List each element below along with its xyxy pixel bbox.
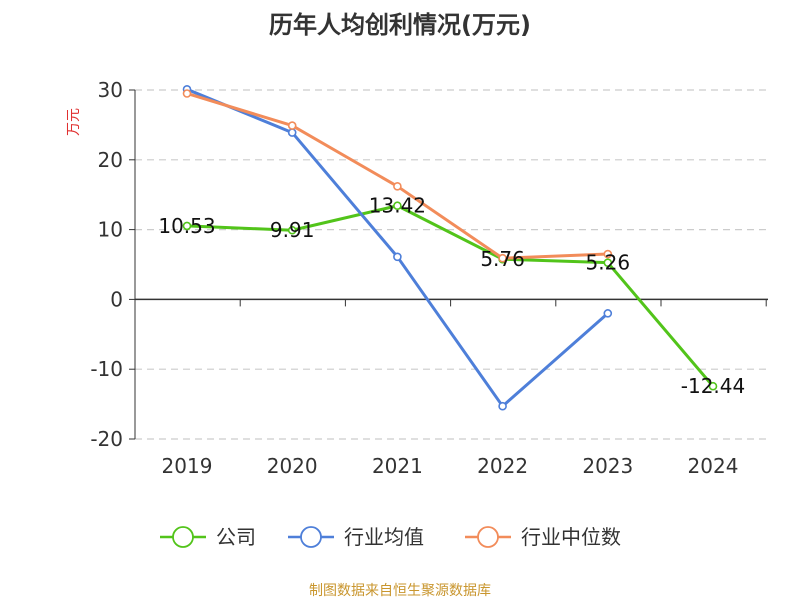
data-point: [393, 252, 402, 262]
data-label: 5.26: [586, 251, 631, 275]
legend-marker: [477, 526, 499, 548]
series-line: [185, 204, 715, 388]
data-label: 9.91: [270, 218, 315, 242]
data-point: [182, 221, 192, 231]
legend-item: 行业均值: [288, 525, 424, 549]
data-point: [393, 182, 402, 191]
chart-title: 历年人均创利情况(万元): [269, 11, 531, 39]
data-point: [603, 309, 613, 318]
legend: 公司 行业均值 行业中位数: [160, 525, 621, 549]
data-point: [498, 253, 507, 263]
y-tick-label: 0: [110, 287, 123, 311]
x-tick-label: 2019: [162, 454, 213, 478]
series-lines: [182, 85, 718, 411]
data-point: [182, 89, 192, 98]
y-tick-label: -20: [90, 427, 123, 451]
legend-label: 行业均值: [344, 525, 424, 549]
data-labels: 10.53 9.91 13.42 5.76 5.26 -12.44: [158, 194, 745, 399]
data-label: -12.44: [681, 374, 745, 398]
y-tick-label: -10: [90, 357, 123, 381]
data-point: [708, 381, 718, 391]
y-tick-label: 20: [98, 148, 123, 172]
legend-label: 公司: [216, 525, 256, 549]
data-point: [287, 225, 297, 235]
source-note: 制图数据来自恒生聚源数据库: [309, 583, 491, 599]
data-point: [603, 258, 613, 267]
legend-item: 公司: [160, 525, 256, 549]
data-point: [498, 401, 507, 411]
y-axis-label: 万元: [66, 108, 82, 136]
data-label: 10.53: [158, 214, 215, 238]
y-tick-label: 30: [98, 78, 123, 102]
data-point: [393, 201, 402, 211]
x-tick-label: 2020: [267, 454, 318, 478]
x-tick-label: 2021: [372, 454, 423, 478]
legend-marker: [172, 526, 194, 548]
legend-label: 行业中位数: [521, 525, 621, 549]
x-tick-label: 2022: [477, 454, 528, 478]
series-1: [182, 85, 613, 411]
series-line: [185, 91, 610, 260]
axes: -20 -10 0 10 20 30 2019 2020 2021 2022 2023 2024: [90, 78, 768, 478]
legend-marker: [300, 526, 322, 548]
y-tick-label: 10: [98, 218, 123, 242]
grid-lines: [135, 89, 768, 440]
series-line: [185, 87, 610, 408]
data-label: 13.42: [369, 194, 426, 218]
x-tick-label: 2023: [582, 454, 633, 478]
series-0: [182, 201, 718, 391]
x-tick-label: 2024: [688, 454, 739, 478]
data-label: 5.76: [480, 247, 525, 271]
data-point: [287, 128, 297, 137]
legend-item: 行业中位数: [465, 525, 621, 549]
data-point: [603, 249, 613, 259]
series-2: [182, 89, 613, 263]
data-point: [287, 121, 297, 130]
